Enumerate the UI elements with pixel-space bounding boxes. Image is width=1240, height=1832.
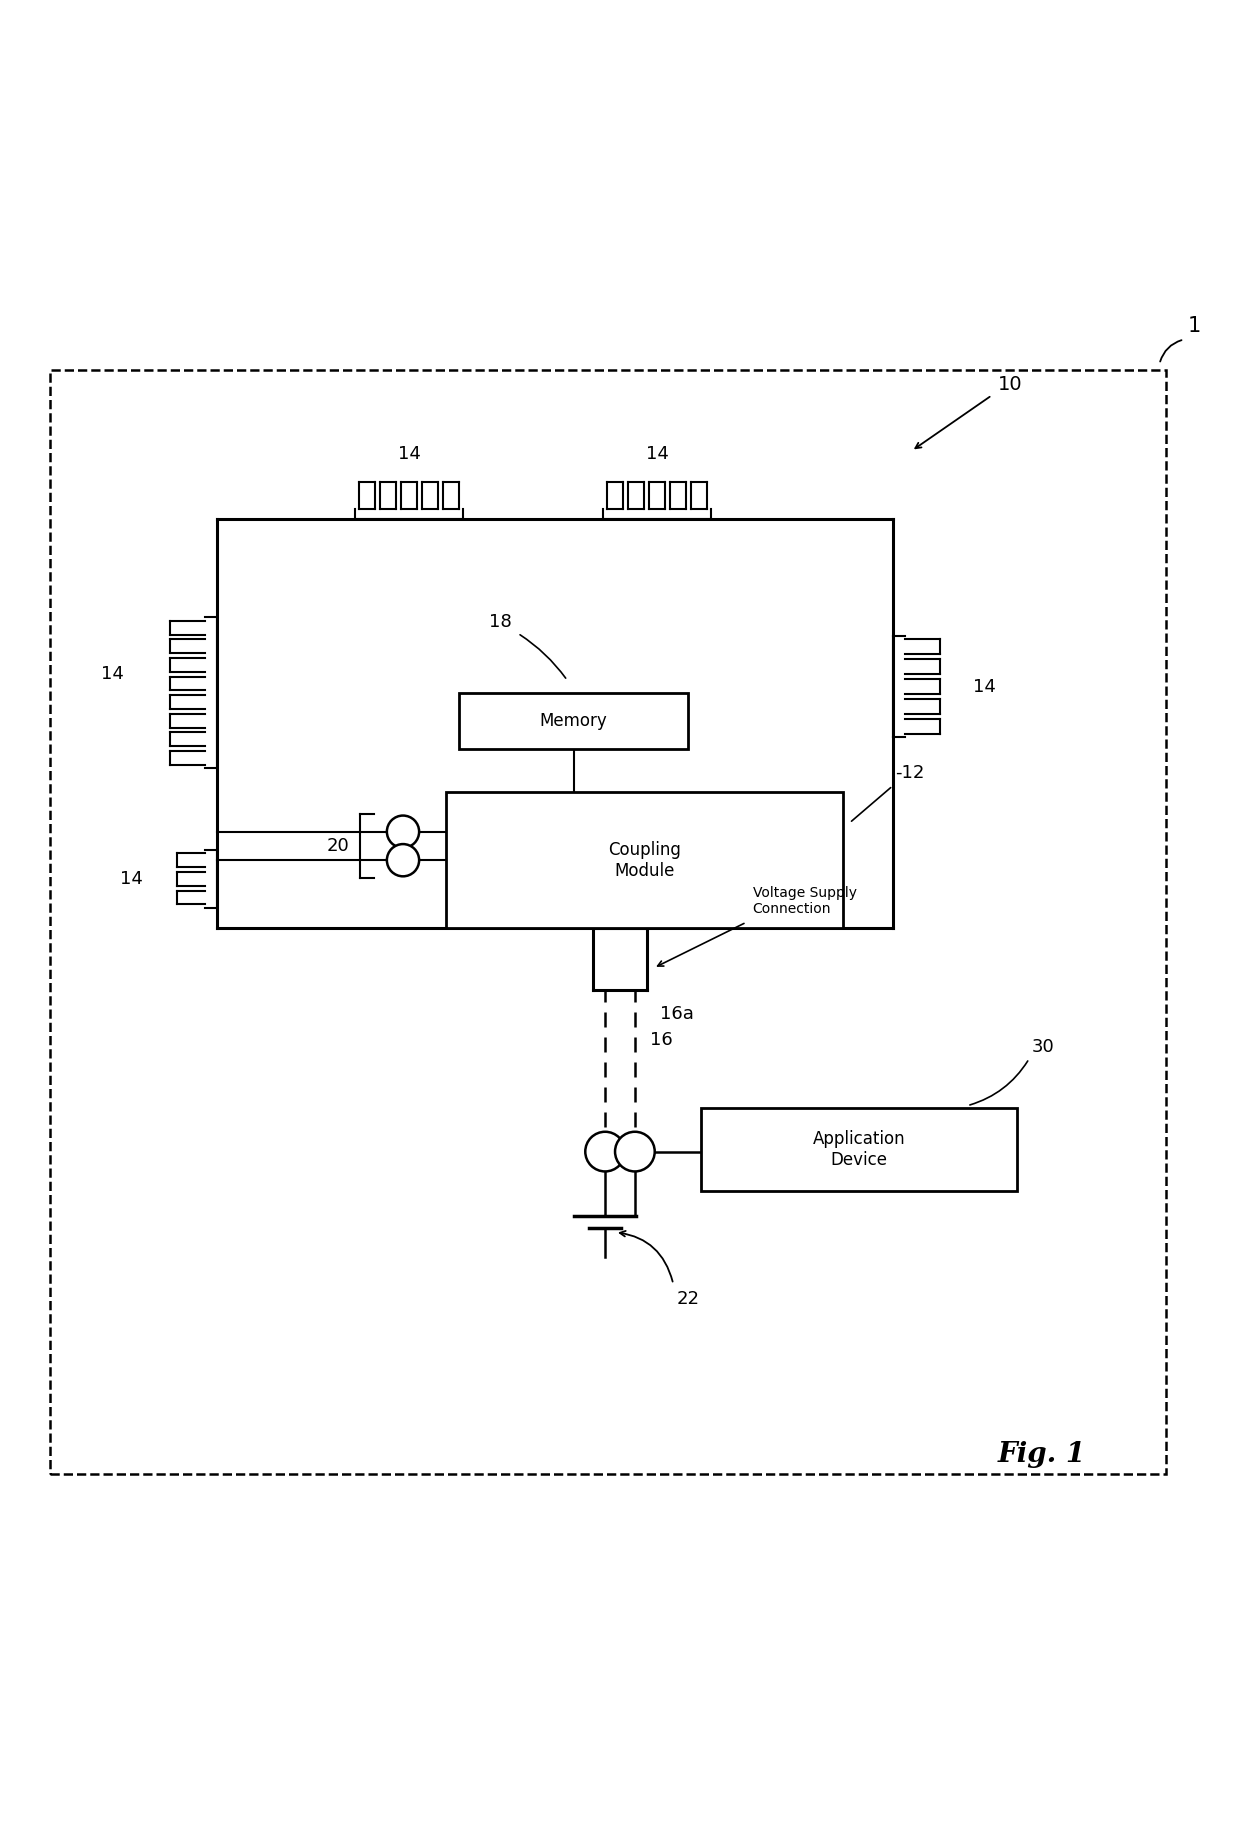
Bar [459,692,688,749]
Text: 30: 30 [1032,1039,1054,1055]
Text: 14: 14 [973,678,996,696]
Text: 18: 18 [489,612,512,630]
Circle shape [615,1132,655,1171]
Bar [701,1108,1017,1191]
Text: Voltage Supply
Connection: Voltage Supply Connection [753,887,857,916]
Text: -12: -12 [895,764,925,782]
Circle shape [585,1132,625,1171]
Text: 1: 1 [1188,315,1202,335]
Circle shape [387,815,419,848]
Text: 14: 14 [120,870,143,889]
Bar [50,370,1166,1475]
Text: 16a: 16a [660,1006,693,1024]
Text: Fig. 1: Fig. 1 [997,1440,1086,1467]
Text: Memory: Memory [539,711,608,729]
Bar [446,791,843,929]
Text: 14: 14 [646,445,668,463]
Text: 22: 22 [677,1290,701,1308]
Circle shape [387,845,419,876]
Text: Application
Device: Application Device [812,1130,905,1169]
Text: 14: 14 [398,445,420,463]
Text: 14: 14 [102,665,124,683]
Text: 20: 20 [327,837,350,856]
Text: 10: 10 [998,376,1023,394]
Text: 16: 16 [650,1031,672,1050]
Text: Coupling
Module: Coupling Module [609,841,681,879]
